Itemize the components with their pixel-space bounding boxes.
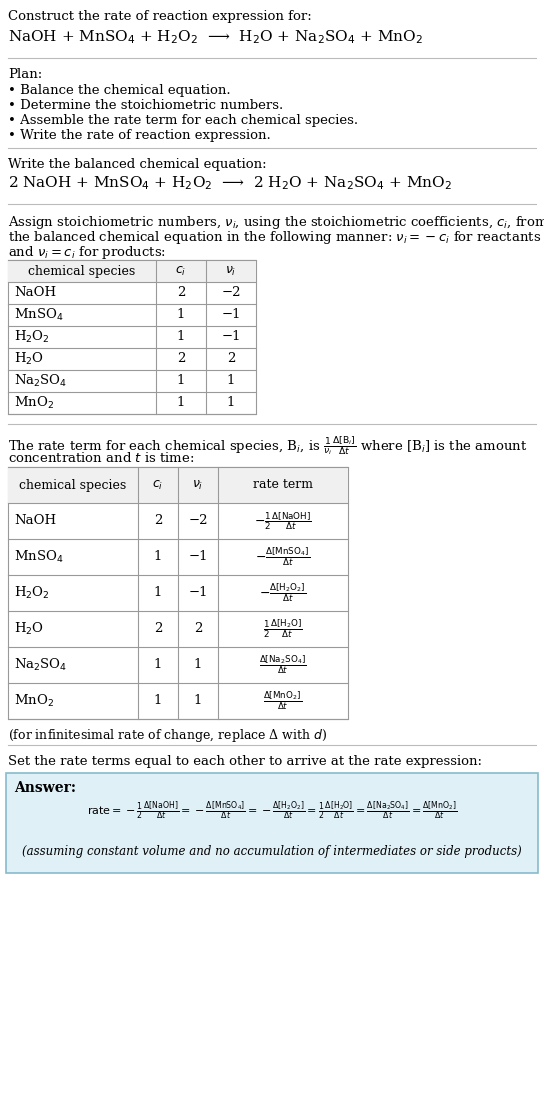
Text: 1: 1 — [177, 308, 185, 321]
Text: Answer:: Answer: — [14, 781, 76, 795]
Text: (assuming constant volume and no accumulation of intermediates or side products): (assuming constant volume and no accumul… — [22, 844, 522, 857]
Text: MnSO$_4$: MnSO$_4$ — [14, 307, 64, 324]
Text: The rate term for each chemical species, B$_i$, is $\frac{1}{\nu_i}\frac{\Delta[: The rate term for each chemical species,… — [8, 434, 527, 457]
Text: $-\frac{\Delta[\mathrm{MnSO_4}]}{\Delta t}$: $-\frac{\Delta[\mathrm{MnSO_4}]}{\Delta … — [256, 546, 311, 568]
Text: 2: 2 — [194, 623, 202, 635]
Text: −2: −2 — [221, 287, 241, 299]
Text: NaOH: NaOH — [14, 515, 56, 527]
Text: Na$_2$SO$_4$: Na$_2$SO$_4$ — [14, 657, 67, 673]
Text: 1: 1 — [154, 695, 162, 707]
Text: 1: 1 — [154, 586, 162, 599]
Text: 1: 1 — [227, 397, 235, 409]
Text: (for infinitesimal rate of change, replace Δ with $d$): (for infinitesimal rate of change, repla… — [8, 727, 327, 744]
Text: 1: 1 — [194, 658, 202, 672]
Text: H$_2$O: H$_2$O — [14, 620, 44, 637]
Text: 1: 1 — [154, 658, 162, 672]
Text: 2: 2 — [177, 287, 185, 299]
Text: Plan:: Plan: — [8, 68, 42, 81]
Text: 1: 1 — [227, 375, 235, 387]
Text: and $\nu_i = c_i$ for products:: and $\nu_i = c_i$ for products: — [8, 244, 166, 261]
Text: $\mathrm{rate} = -\frac{1}{2}\frac{\Delta[\mathrm{NaOH}]}{\Delta t} = -\frac{\De: $\mathrm{rate} = -\frac{1}{2}\frac{\Delt… — [86, 800, 458, 823]
Text: the balanced chemical equation in the following manner: $\nu_i = -c_i$ for react: the balanced chemical equation in the fo… — [8, 229, 541, 246]
Text: $\frac{\Delta[\mathrm{MnO_2}]}{\Delta t}$: $\frac{\Delta[\mathrm{MnO_2}]}{\Delta t}… — [263, 689, 302, 713]
Text: • Balance the chemical equation.: • Balance the chemical equation. — [8, 85, 231, 97]
Text: 1: 1 — [194, 695, 202, 707]
Text: H$_2$O$_2$: H$_2$O$_2$ — [14, 585, 50, 602]
Text: $c_i$: $c_i$ — [175, 265, 187, 278]
Text: chemical species: chemical species — [28, 265, 135, 278]
Text: Construct the rate of reaction expression for:: Construct the rate of reaction expressio… — [8, 10, 312, 23]
Text: 1: 1 — [177, 397, 185, 409]
Text: $-\frac{\Delta[\mathrm{H_2O_2}]}{\Delta t}$: $-\frac{\Delta[\mathrm{H_2O_2}]}{\Delta … — [259, 582, 307, 604]
Text: Set the rate terms equal to each other to arrive at the rate expression:: Set the rate terms equal to each other t… — [8, 755, 482, 768]
Text: • Determine the stoichiometric numbers.: • Determine the stoichiometric numbers. — [8, 99, 283, 112]
Text: 2: 2 — [227, 353, 235, 366]
Text: MnSO$_4$: MnSO$_4$ — [14, 549, 64, 565]
Text: MnO$_2$: MnO$_2$ — [14, 395, 54, 411]
Text: concentration and $t$ is time:: concentration and $t$ is time: — [8, 451, 194, 465]
Text: 2: 2 — [154, 515, 162, 527]
Text: • Assemble the rate term for each chemical species.: • Assemble the rate term for each chemic… — [8, 115, 358, 127]
Text: chemical species: chemical species — [20, 478, 127, 492]
Text: −2: −2 — [188, 515, 208, 527]
Text: MnO$_2$: MnO$_2$ — [14, 693, 54, 709]
Text: −1: −1 — [221, 330, 241, 344]
Text: $\frac{1}{2}\frac{\Delta[\mathrm{H_2O}]}{\Delta t}$: $\frac{1}{2}\frac{\Delta[\mathrm{H_2O}]}… — [263, 617, 303, 641]
Text: Assign stoichiometric numbers, $\nu_i$, using the stoichiometric coefficients, $: Assign stoichiometric numbers, $\nu_i$, … — [8, 214, 544, 231]
Text: H$_2$O: H$_2$O — [14, 351, 44, 367]
Text: • Write the rate of reaction expression.: • Write the rate of reaction expression. — [8, 129, 271, 142]
Text: H$_2$O$_2$: H$_2$O$_2$ — [14, 329, 50, 345]
Text: $\frac{\Delta[\mathrm{Na_2SO_4}]}{\Delta t}$: $\frac{\Delta[\mathrm{Na_2SO_4}]}{\Delta… — [259, 654, 307, 676]
Text: 2: 2 — [154, 623, 162, 635]
Text: rate term: rate term — [253, 478, 313, 492]
Text: −1: −1 — [188, 586, 208, 599]
Text: $-\frac{1}{2}\frac{\Delta[\mathrm{NaOH}]}{\Delta t}$: $-\frac{1}{2}\frac{\Delta[\mathrm{NaOH}]… — [254, 510, 312, 532]
Text: 1: 1 — [154, 550, 162, 564]
Text: 2: 2 — [177, 353, 185, 366]
Bar — [8, 467, 348, 503]
Text: 2 NaOH + MnSO$_4$ + H$_2$O$_2$  ⟶  2 H$_2$O + Na$_2$SO$_4$ + MnO$_2$: 2 NaOH + MnSO$_4$ + H$_2$O$_2$ ⟶ 2 H$_2$… — [8, 173, 452, 191]
Text: NaOH + MnSO$_4$ + H$_2$O$_2$  ⟶  H$_2$O + Na$_2$SO$_4$ + MnO$_2$: NaOH + MnSO$_4$ + H$_2$O$_2$ ⟶ H$_2$O + … — [8, 28, 423, 46]
Text: Na$_2$SO$_4$: Na$_2$SO$_4$ — [14, 373, 67, 389]
Text: NaOH: NaOH — [14, 287, 56, 299]
Text: Write the balanced chemical equation:: Write the balanced chemical equation: — [8, 158, 267, 171]
Text: −1: −1 — [188, 550, 208, 564]
Text: $\nu_i$: $\nu_i$ — [193, 478, 203, 492]
Text: $\nu_i$: $\nu_i$ — [225, 265, 237, 278]
Text: 1: 1 — [177, 330, 185, 344]
Bar — [8, 260, 256, 282]
Text: 1: 1 — [177, 375, 185, 387]
Text: −1: −1 — [221, 308, 241, 321]
Bar — [8, 260, 256, 414]
Bar — [8, 467, 348, 719]
Text: $c_i$: $c_i$ — [152, 478, 164, 492]
FancyBboxPatch shape — [6, 773, 538, 873]
